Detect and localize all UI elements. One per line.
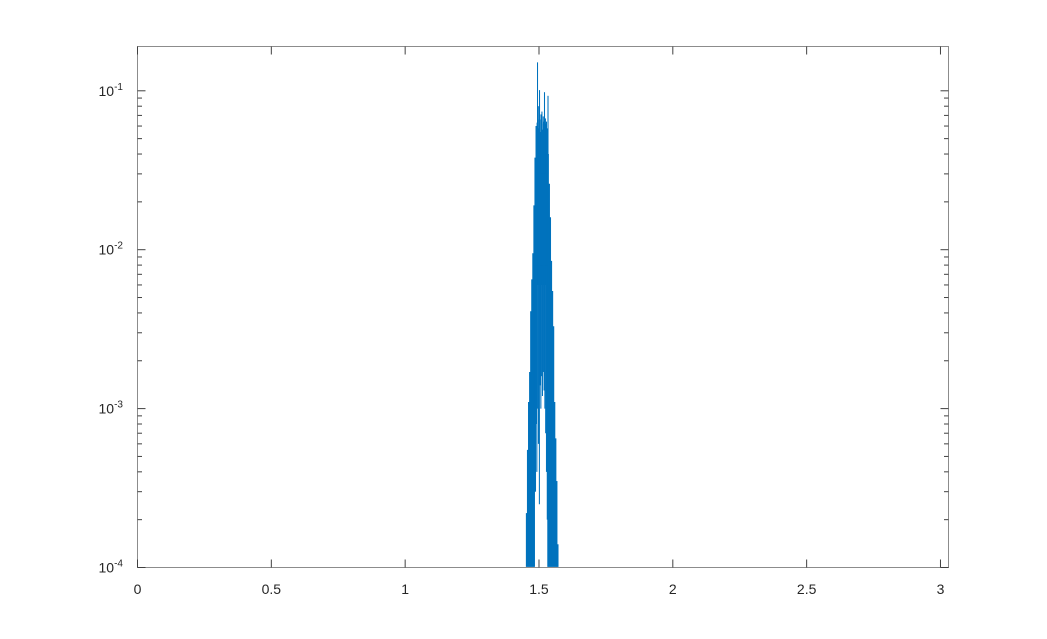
y-tick-label: 10-1 — [99, 82, 124, 99]
axes-box — [137, 46, 949, 568]
x-tick-label: 1.5 — [529, 581, 549, 597]
x-tick-label: 2.5 — [797, 581, 817, 597]
x-tick-label: 0 — [134, 581, 142, 597]
x-tick-label: 2 — [669, 581, 677, 597]
y-tick-label: 10-4 — [99, 559, 124, 576]
x-tick-label: 1 — [401, 581, 409, 597]
y-tick-label: 10-2 — [99, 241, 124, 258]
x-tick-label: 3 — [937, 581, 945, 597]
x-tick-label: 0.5 — [262, 581, 282, 597]
y-tick-label: 10-3 — [99, 400, 124, 417]
